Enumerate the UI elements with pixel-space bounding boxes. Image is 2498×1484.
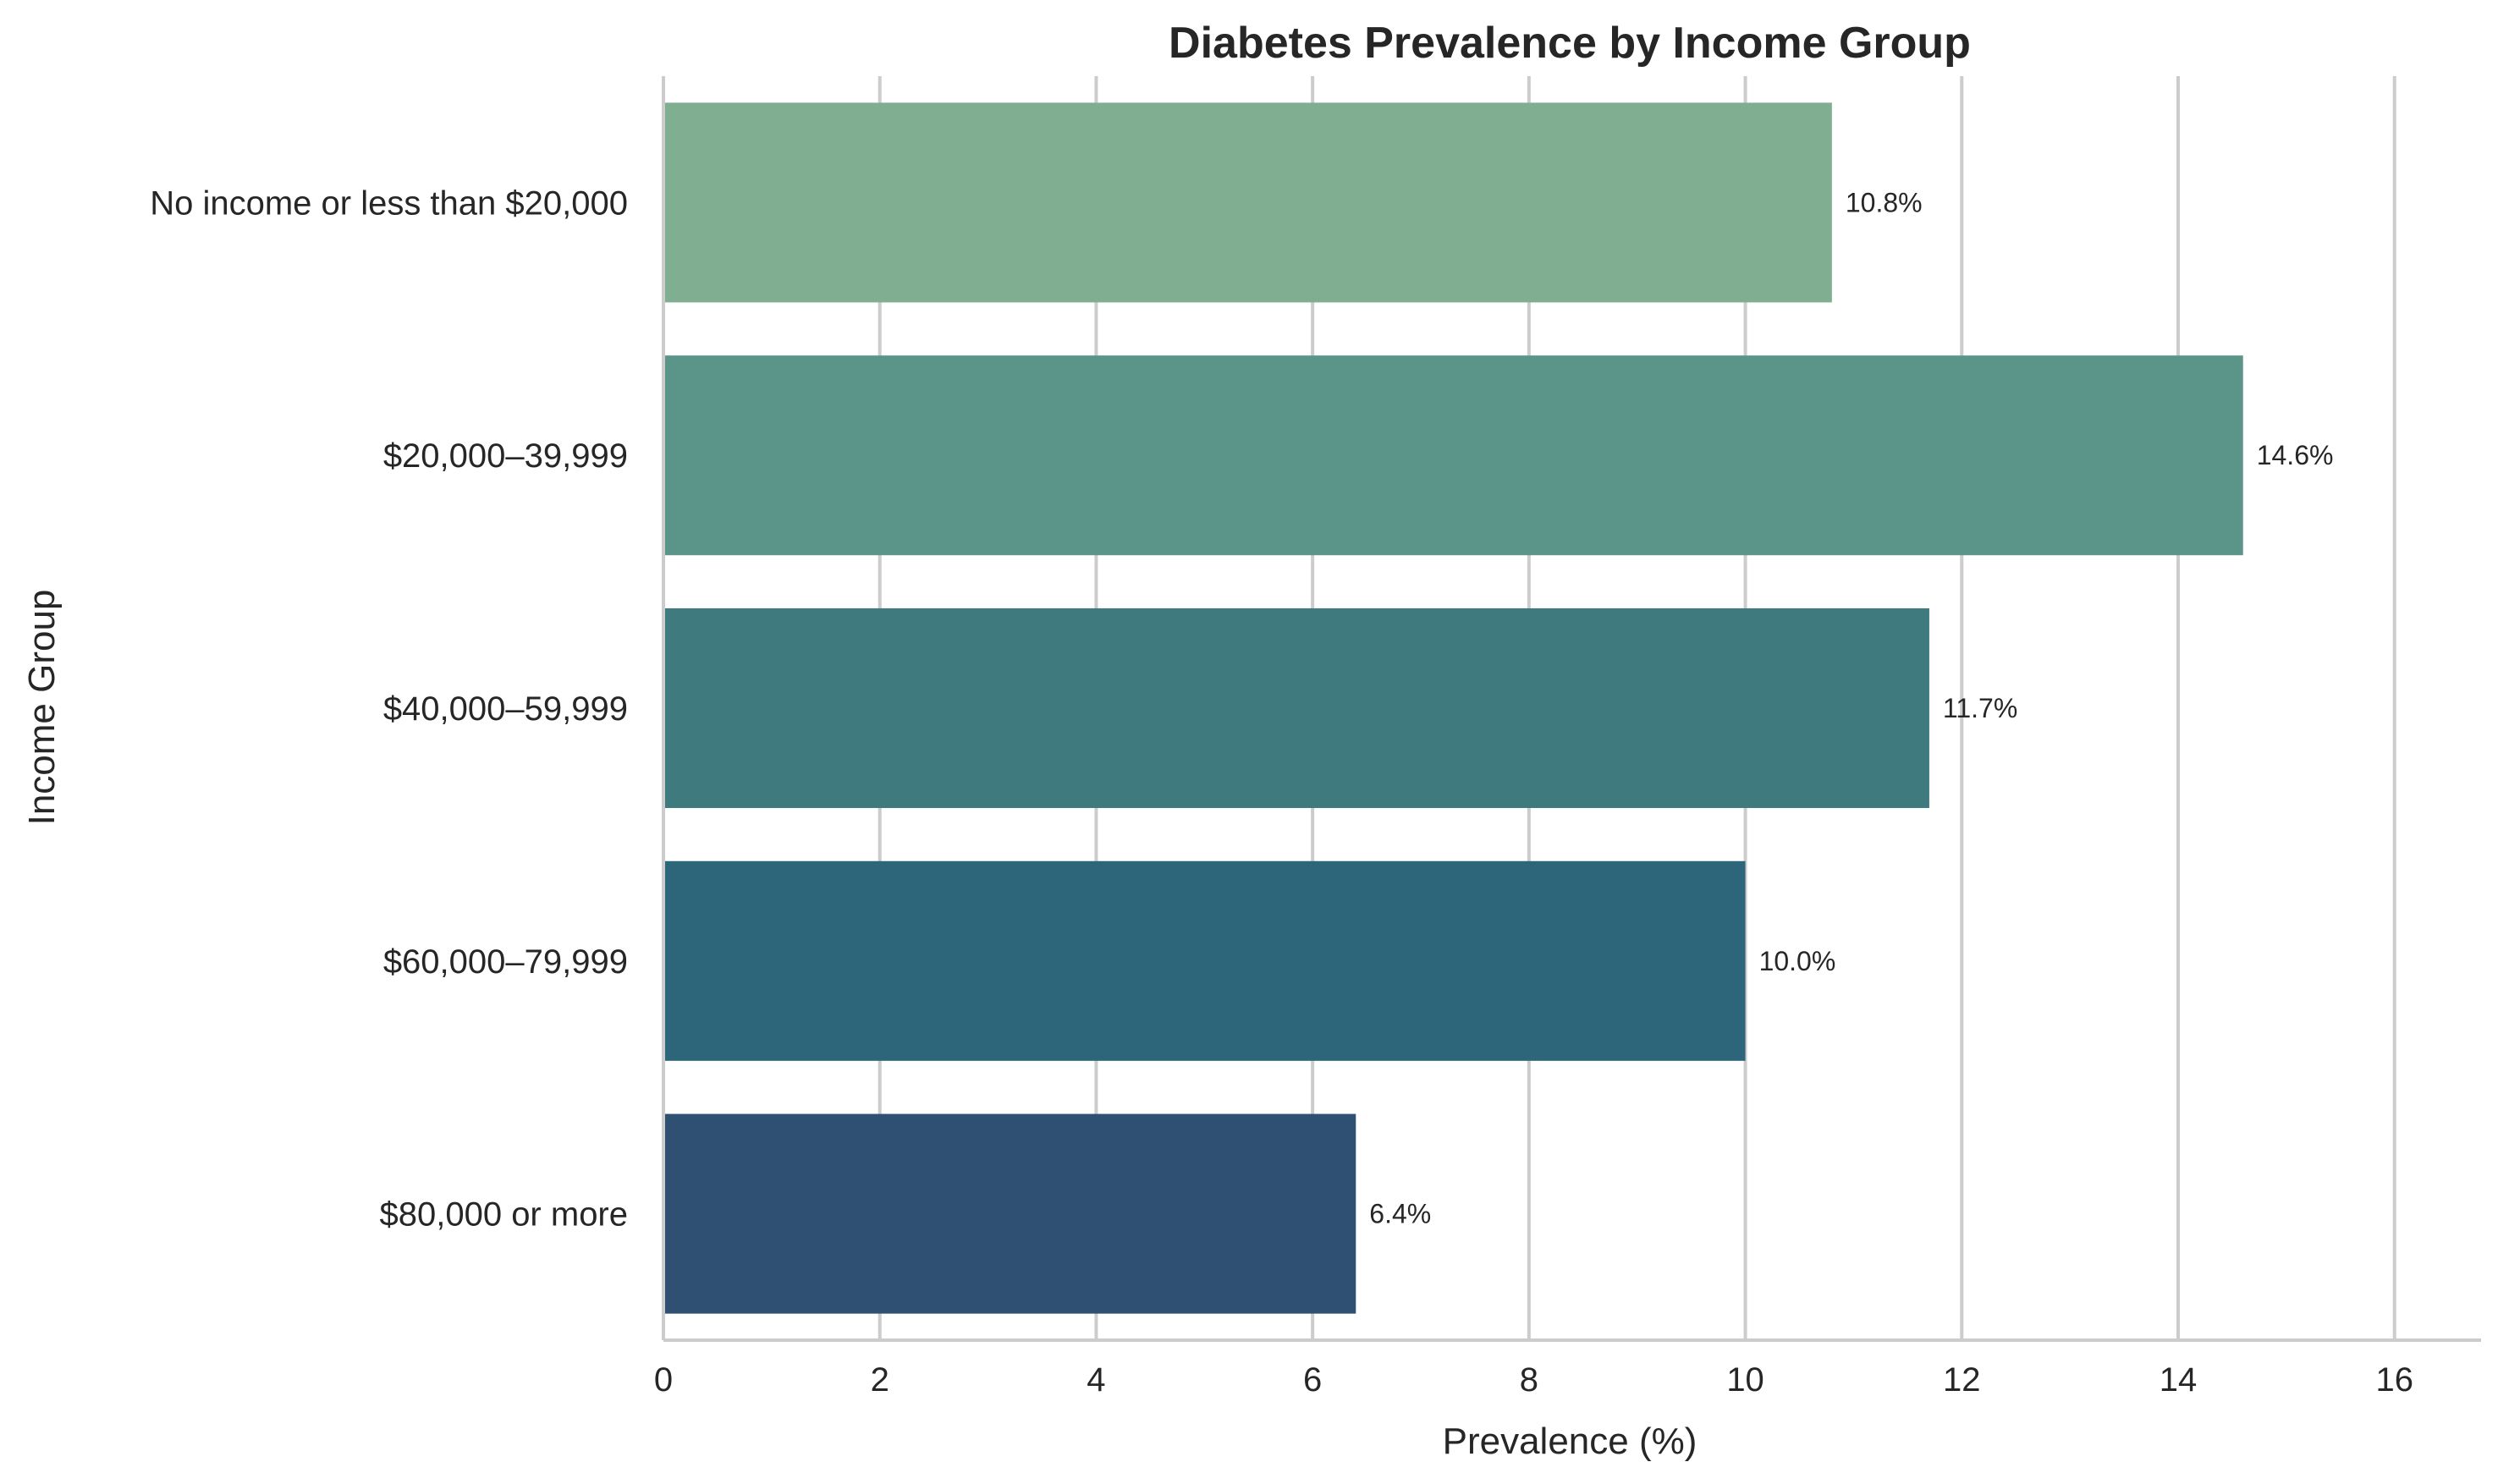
chart-title: Diabetes Prevalence by Income Group xyxy=(1169,19,1971,68)
x-tick-label-2: 4 xyxy=(1087,1361,1105,1399)
y-tick-label-1: $20,000–39,999 xyxy=(383,437,628,475)
data-label-4: 6.4% xyxy=(1369,1199,1431,1229)
tick-labels: 0 2 4 6 8 10 12 14 16 No income or less than $20,… xyxy=(150,184,2413,1399)
y-tick-label-3: $60,000–79,999 xyxy=(383,943,628,981)
x-tick-label-7: 14 xyxy=(2160,1361,2198,1399)
y-axis-label: Income Group xyxy=(21,590,63,826)
x-axis-label: Prevalence (%) xyxy=(1443,1421,1697,1462)
axes xyxy=(662,76,2481,1342)
x-tick-label-8: 16 xyxy=(2375,1361,2413,1399)
y-tick-label-4: $80,000 or more xyxy=(379,1196,628,1234)
bar-4 xyxy=(663,1113,1356,1314)
y-tick-label-0: No income or less than $20,000 xyxy=(150,184,628,222)
bar-2 xyxy=(663,607,1929,809)
bar-0 xyxy=(663,102,1832,303)
bar-1 xyxy=(663,355,2243,556)
x-tick-label-5: 10 xyxy=(1726,1361,1764,1399)
x-tick-label-0: 0 xyxy=(654,1361,673,1399)
bar-3 xyxy=(663,860,1746,1061)
data-label-3: 10.0% xyxy=(1759,946,1836,976)
y-tick-label-2: $40,000–59,999 xyxy=(383,690,628,728)
x-tick-label-6: 12 xyxy=(1943,1361,1981,1399)
data-label-0: 10.8% xyxy=(1846,187,1923,217)
data-labels: 10.8% 14.6% 11.7% 10.0% 6.4% xyxy=(1369,187,2333,1228)
x-tick-label-4: 8 xyxy=(1520,1361,1538,1399)
data-label-2: 11.7% xyxy=(1943,693,2017,723)
bars xyxy=(663,102,2243,1314)
data-label-1: 14.6% xyxy=(2257,440,2334,470)
x-tick-label-3: 6 xyxy=(1303,1361,1322,1399)
x-tick-label-1: 2 xyxy=(871,1361,889,1399)
